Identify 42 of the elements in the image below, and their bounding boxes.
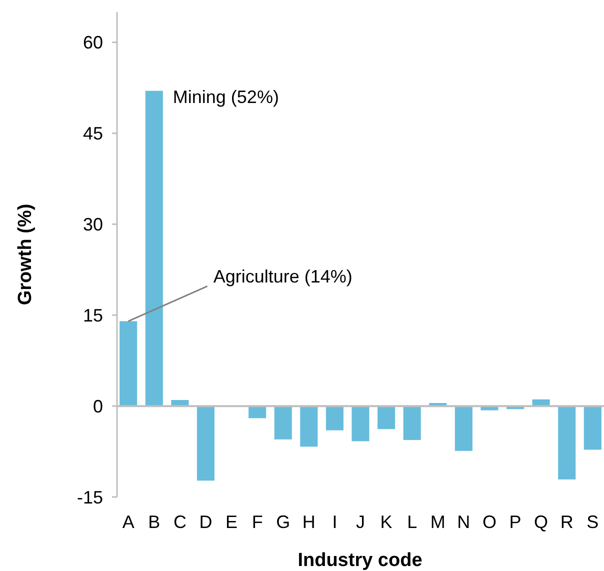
x-tick-label: F (252, 512, 263, 532)
x-tick-label: I (332, 512, 338, 532)
y-tick-label: 45 (82, 124, 103, 144)
x-tick-label: H (302, 512, 316, 532)
y-tick-label: 15 (82, 305, 103, 326)
x-tick-label: D (199, 512, 212, 532)
bar (326, 406, 344, 430)
bar (120, 321, 138, 406)
x-tick-label: E (226, 512, 238, 532)
annotation: Mining (52%) (172, 87, 279, 108)
x-tick-label: J (356, 512, 365, 532)
x-tick-label: K (380, 512, 392, 532)
bar (403, 406, 421, 440)
x-tick-label: R (560, 512, 574, 532)
x-tick-label: P (509, 512, 522, 532)
bar (378, 406, 396, 430)
x-tick-label: N (457, 512, 470, 532)
x-tick-label: L (407, 512, 418, 532)
x-axis-title: Industry code (298, 550, 422, 571)
bar (352, 406, 370, 442)
annotation: Agriculture (14%) (213, 266, 352, 286)
x-tick-label: M (430, 512, 446, 532)
bar (454, 406, 472, 451)
x-tick-label: C (173, 512, 186, 532)
x-tick-label: Q (534, 512, 548, 532)
y-tick-label: -15 (76, 487, 103, 508)
bar (584, 406, 602, 450)
bar (558, 406, 576, 480)
x-tick-label: S (586, 512, 599, 532)
y-tick-label: 30 (82, 214, 103, 234)
x-tick-label: A (122, 512, 134, 532)
bar (145, 90, 163, 406)
bar (300, 406, 318, 447)
bar (248, 406, 266, 418)
x-tick-label: O (482, 512, 496, 532)
x-tick-label: G (276, 512, 290, 532)
x-tick-label: B (148, 512, 160, 532)
bar (196, 406, 215, 481)
y-axis-title: Growth (%) (15, 204, 36, 306)
y-tick-label: 0 (92, 396, 103, 416)
y-tick-label: 60 (82, 32, 103, 53)
bar (274, 406, 292, 440)
